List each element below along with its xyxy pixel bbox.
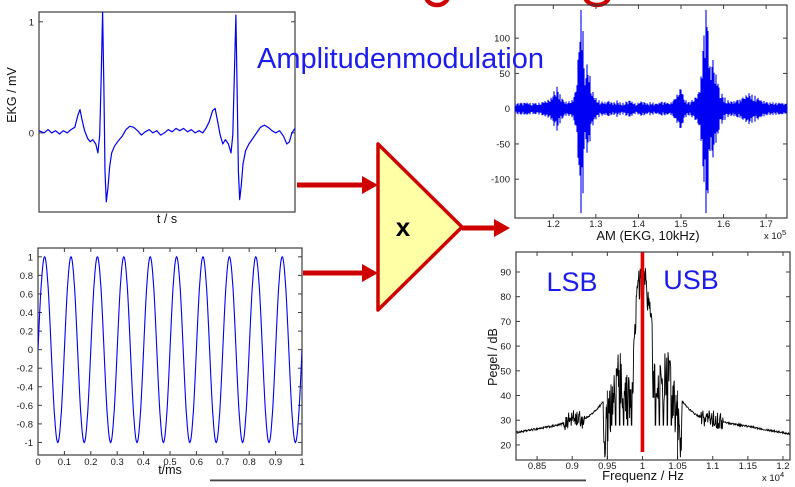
ekg-xaxis-label: t / s — [157, 212, 177, 226]
svg-text:0.3: 0.3 — [111, 457, 124, 468]
cut-off-text-fragment — [424, 0, 450, 8]
am-xaxis-scale: x 105 — [764, 228, 786, 242]
svg-text:1.2: 1.2 — [547, 219, 560, 230]
scale-base: x 10 — [764, 231, 782, 242]
svg-text:40: 40 — [500, 391, 511, 402]
svg-text:0.8: 0.8 — [20, 271, 33, 282]
cut-off-text-fragment — [583, 0, 611, 8]
svg-text:50: 50 — [499, 69, 510, 80]
svg-text:-50: -50 — [496, 139, 510, 150]
svg-text:1.2: 1.2 — [776, 461, 789, 472]
spectrum-xaxis-label: Frequenz / Hz — [602, 468, 684, 483]
svg-text:-1: -1 — [25, 438, 33, 449]
svg-text:0.4: 0.4 — [137, 457, 150, 468]
ekg-yaxis-label: EKG / mV — [5, 67, 19, 123]
svg-text:1.15: 1.15 — [739, 461, 758, 472]
multiplier-triangle-icon — [376, 142, 464, 312]
lsb-annotation: LSB — [546, 267, 597, 297]
svg-text:0.6: 0.6 — [20, 289, 33, 300]
slide-title: Amplitudenmodulation — [257, 43, 544, 75]
axis-ticks: 100 0.1 0.2 0.3 0.4 0.5 0.6 0.7 0.8 0.9 110.80.60.… — [17, 5, 790, 472]
svg-text:-100: -100 — [491, 175, 510, 186]
svg-text:70: 70 — [500, 317, 511, 328]
svg-text:80: 80 — [500, 292, 511, 303]
svg-text:1: 1 — [640, 461, 645, 472]
svg-text:100: 100 — [494, 34, 510, 45]
svg-text:-0.2: -0.2 — [17, 364, 33, 375]
svg-text:1: 1 — [299, 457, 304, 468]
arrow-head-icon — [362, 176, 378, 194]
svg-text:1.7: 1.7 — [760, 219, 773, 230]
svg-text:0: 0 — [505, 104, 510, 115]
svg-text:0.85: 0.85 — [528, 461, 547, 472]
scale-base: x 10 — [762, 473, 780, 484]
scale-exponent: 4 — [780, 470, 784, 479]
am-signal-trace — [515, 9, 787, 214]
svg-text:1.5: 1.5 — [674, 219, 687, 230]
svg-text:1: 1 — [29, 17, 34, 28]
usb-annotation: USB — [663, 265, 719, 295]
svg-text:0.9: 0.9 — [566, 461, 579, 472]
svg-text:0.7: 0.7 — [216, 457, 229, 468]
svg-text:-0.8: -0.8 — [17, 419, 33, 430]
svg-text:1.4: 1.4 — [632, 219, 645, 230]
svg-text:0: 0 — [35, 457, 40, 468]
svg-text:60: 60 — [500, 342, 511, 353]
signal-flow-overlay: x — [297, 142, 510, 312]
spectrum-yaxis-label: Pegel / dB — [486, 328, 500, 386]
svg-text:50: 50 — [500, 366, 511, 377]
ekg-plot-frame — [38, 11, 296, 213]
svg-text:0.2: 0.2 — [20, 327, 33, 338]
svg-text:90: 90 — [500, 268, 511, 279]
svg-text:-0.6: -0.6 — [17, 401, 33, 412]
svg-text:30: 30 — [500, 416, 511, 427]
multiplier-symbol: x — [396, 212, 411, 242]
svg-text:0.95: 0.95 — [598, 461, 617, 472]
svg-text:-0.4: -0.4 — [17, 382, 33, 393]
arrow-head-icon — [494, 219, 510, 237]
am-xaxis-label: AM (EKG, 10kHz) — [596, 228, 699, 243]
svg-text:0: 0 — [29, 128, 34, 139]
arrow-head-icon — [362, 264, 378, 282]
svg-text:1: 1 — [28, 252, 33, 263]
svg-text:0.5: 0.5 — [163, 457, 176, 468]
arrow-ekg-to-multiplier — [297, 176, 378, 194]
svg-text:1.6: 1.6 — [717, 219, 730, 230]
carrier-xaxis-label: t/ms — [158, 463, 182, 477]
arrow-carrier-to-multiplier — [303, 264, 378, 282]
ekg-trace — [39, 12, 295, 203]
spectrum-trace — [516, 262, 790, 460]
cut-off-red-text-fragments — [424, 0, 611, 8]
bottom-rule — [210, 479, 586, 482]
svg-text:0: 0 — [28, 345, 33, 356]
scale-exponent: 5 — [782, 228, 786, 237]
carrier-sine-trace — [38, 255, 302, 444]
spectrum-xaxis-scale: x 104 — [762, 470, 784, 484]
svg-text:1.1: 1.1 — [706, 461, 719, 472]
svg-text:1.05: 1.05 — [668, 461, 687, 472]
svg-text:0.1: 0.1 — [58, 457, 71, 468]
svg-text:0.6: 0.6 — [190, 457, 203, 468]
svg-text:0.4: 0.4 — [20, 308, 33, 319]
spectrum-plot-frame — [515, 251, 791, 461]
svg-text:20: 20 — [500, 440, 511, 451]
svg-text:0.9: 0.9 — [269, 457, 282, 468]
arrow-multiplier-to-output — [462, 219, 510, 237]
svg-text:1.3: 1.3 — [589, 219, 602, 230]
svg-text:0.8: 0.8 — [243, 457, 256, 468]
svg-text:0.2: 0.2 — [84, 457, 97, 468]
